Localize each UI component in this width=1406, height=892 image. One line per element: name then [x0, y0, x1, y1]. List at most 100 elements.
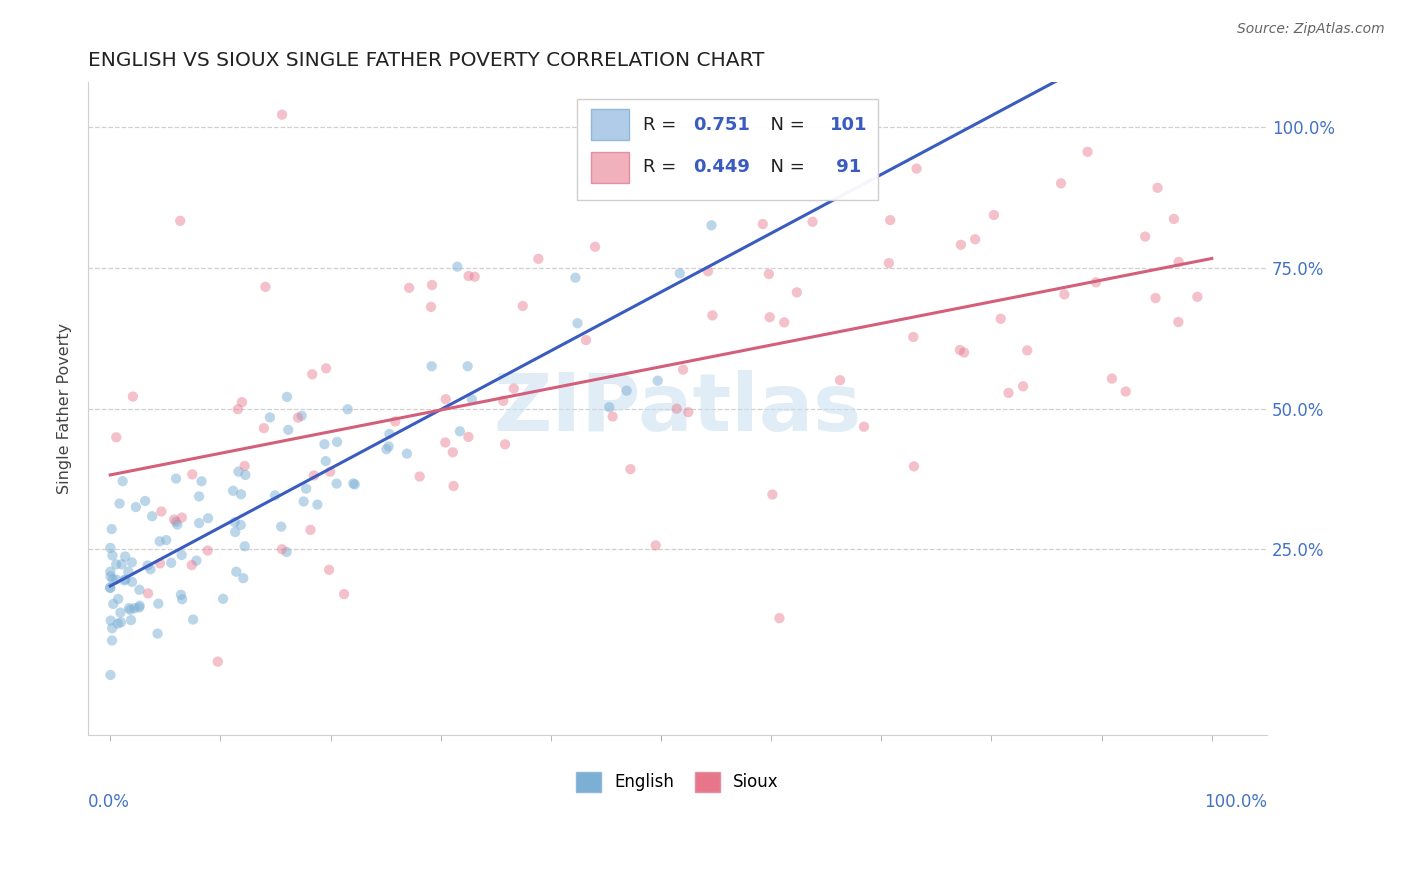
Point	[1146, 181, 1168, 195]
Point	[702, 309, 724, 323]
Text: ENGLISH VS SIOUX SINGLE FATHER POVERTY CORRELATION CHART: ENGLISH VS SIOUX SINGLE FATHER POVERTY C…	[89, 51, 765, 70]
Point	[105, 573, 128, 587]
Point	[700, 219, 723, 233]
Point	[457, 359, 479, 374]
Point	[148, 597, 170, 611]
Text: N =: N =	[759, 158, 810, 176]
Point	[336, 402, 359, 417]
Point	[446, 260, 468, 274]
Point	[110, 606, 132, 620]
Point	[100, 614, 122, 628]
Point	[752, 217, 775, 231]
Point	[228, 465, 250, 479]
Point	[121, 555, 143, 569]
Point	[1050, 177, 1073, 191]
Point	[254, 280, 277, 294]
Point	[672, 362, 695, 376]
Point	[225, 565, 247, 579]
Point	[134, 494, 156, 508]
Point	[326, 434, 349, 449]
Point	[111, 558, 134, 572]
Point	[224, 524, 246, 539]
Point	[166, 517, 188, 532]
Point	[420, 359, 443, 374]
Point	[1017, 343, 1039, 358]
Point	[120, 613, 142, 627]
Point	[197, 543, 219, 558]
Point	[277, 423, 299, 437]
Point	[100, 565, 122, 579]
Point	[105, 430, 128, 444]
Point	[114, 573, 136, 587]
Point	[108, 497, 131, 511]
Point	[105, 558, 128, 572]
Point	[136, 558, 159, 573]
Point	[314, 437, 336, 451]
Point	[464, 269, 486, 284]
Point	[333, 587, 356, 601]
Point	[155, 533, 177, 547]
Point	[100, 668, 122, 682]
Point	[1115, 384, 1137, 399]
Point	[117, 565, 139, 579]
Text: N =: N =	[759, 116, 810, 134]
Point	[905, 161, 928, 176]
Point	[101, 633, 124, 648]
Point	[619, 462, 641, 476]
Point	[598, 401, 620, 415]
Point	[259, 410, 281, 425]
Point	[235, 467, 257, 482]
Point	[170, 588, 193, 602]
Point	[420, 278, 443, 293]
FancyBboxPatch shape	[592, 152, 630, 183]
Point	[318, 563, 340, 577]
Point	[299, 523, 322, 537]
Point	[1144, 291, 1167, 305]
Point	[449, 425, 471, 439]
Text: 91: 91	[830, 158, 860, 176]
Point	[997, 385, 1019, 400]
Point	[315, 361, 337, 376]
Y-axis label: Single Father Poverty: Single Father Poverty	[58, 323, 72, 494]
Point	[575, 333, 598, 347]
Point	[170, 510, 193, 524]
Point	[583, 240, 606, 254]
Point	[457, 268, 479, 283]
Point	[149, 534, 172, 549]
Point	[983, 208, 1005, 222]
Point	[852, 419, 875, 434]
Point	[181, 613, 204, 627]
Point	[188, 516, 211, 530]
Point	[98, 581, 121, 595]
Point	[112, 574, 135, 588]
Point	[103, 597, 125, 611]
Point	[949, 237, 972, 252]
Point	[101, 621, 124, 635]
Point	[1101, 371, 1123, 385]
Point	[773, 315, 796, 329]
Point	[375, 442, 398, 457]
Point	[644, 538, 666, 552]
Point	[160, 556, 183, 570]
Point	[457, 430, 479, 444]
Point	[222, 483, 245, 498]
Point	[342, 476, 364, 491]
Point	[949, 343, 972, 357]
Point	[1012, 379, 1035, 393]
Point	[434, 435, 457, 450]
Point	[232, 571, 254, 585]
Point	[190, 475, 212, 489]
Point	[229, 487, 252, 501]
Point	[128, 599, 150, 613]
Point	[188, 490, 211, 504]
Point	[990, 311, 1012, 326]
Point	[301, 368, 323, 382]
Point	[1187, 290, 1209, 304]
Point	[100, 541, 122, 555]
Point	[271, 108, 294, 122]
Point	[1167, 255, 1189, 269]
Point	[226, 402, 249, 417]
Point	[678, 405, 700, 419]
Point	[110, 615, 132, 630]
Point	[602, 409, 624, 424]
